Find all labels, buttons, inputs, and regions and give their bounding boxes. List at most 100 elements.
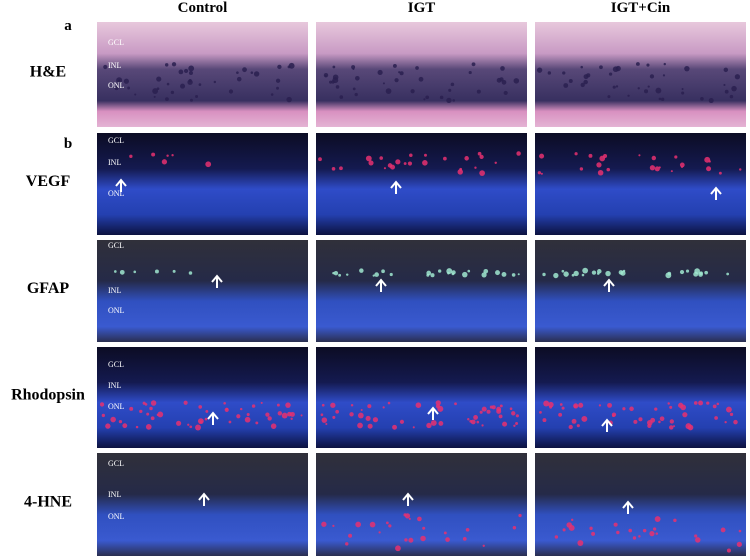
cell (539, 410, 542, 414)
cell (452, 99, 456, 102)
cell (99, 402, 105, 407)
cell (474, 166, 477, 169)
panel-label: b (64, 136, 72, 152)
cell (652, 527, 657, 531)
cell (615, 85, 619, 88)
cell (392, 424, 397, 430)
cell (228, 89, 234, 94)
cell (101, 413, 106, 418)
cell (195, 424, 201, 431)
cell (479, 154, 484, 160)
cell (454, 402, 457, 406)
cell (135, 425, 139, 429)
cell (355, 75, 360, 81)
layer-label: ONL (108, 81, 125, 90)
cell (503, 90, 508, 96)
cell (579, 167, 584, 171)
cell (580, 82, 585, 88)
cell (561, 406, 565, 410)
cell (457, 169, 463, 175)
cell (157, 411, 164, 418)
cell (171, 62, 177, 67)
cell (246, 413, 250, 417)
cell (357, 412, 364, 419)
micrograph (97, 22, 308, 127)
cell (205, 409, 209, 413)
layer-label: INL (108, 490, 121, 499)
cell (339, 166, 343, 171)
cell (426, 270, 432, 276)
cell (116, 77, 123, 84)
micrograph (535, 453, 746, 556)
cell (367, 423, 373, 429)
cell (693, 401, 698, 405)
cell (577, 540, 584, 546)
cell (156, 413, 159, 416)
cell (607, 402, 612, 408)
cell (481, 406, 487, 412)
cell (420, 535, 426, 542)
cell (276, 403, 280, 407)
layer-label: ONL (108, 402, 125, 411)
cell (385, 521, 389, 525)
cell (559, 403, 563, 406)
cell (596, 162, 602, 168)
cell (151, 152, 156, 157)
cell (509, 407, 513, 410)
cell (354, 92, 358, 97)
cell (176, 420, 182, 426)
cell (239, 407, 243, 411)
cell (633, 419, 638, 424)
cell (409, 153, 413, 158)
cell (632, 536, 637, 540)
cell (399, 71, 404, 76)
cell (392, 63, 397, 68)
arrow (198, 492, 210, 506)
micrograph (97, 240, 308, 342)
cell (576, 424, 580, 428)
cell (483, 268, 489, 274)
cell (443, 156, 447, 161)
cell (698, 400, 704, 406)
cell (180, 83, 186, 89)
arrow (115, 178, 127, 192)
cell (435, 400, 441, 406)
cell (103, 64, 108, 70)
cell (665, 272, 672, 279)
cell (399, 419, 405, 424)
cell (627, 94, 630, 97)
cell (566, 522, 572, 528)
cell (178, 69, 184, 75)
cell (622, 407, 626, 411)
cell (658, 420, 661, 424)
cell (332, 271, 335, 275)
cell (562, 71, 566, 75)
cell (649, 531, 655, 537)
cell (188, 79, 192, 83)
cell (499, 77, 504, 82)
micrograph (535, 22, 746, 127)
cell (415, 66, 419, 70)
cell (446, 97, 452, 104)
cell (184, 68, 189, 74)
cell (170, 90, 175, 95)
cell (367, 404, 372, 409)
cell (599, 155, 606, 162)
cell (205, 161, 212, 168)
cell (679, 162, 685, 168)
cell (383, 167, 387, 170)
cell (591, 531, 596, 536)
cell (395, 545, 401, 552)
cell (368, 160, 374, 166)
cell (379, 156, 383, 160)
cell (468, 70, 472, 75)
cell (580, 65, 584, 69)
cell (335, 409, 339, 414)
cell (515, 414, 519, 418)
cell (616, 530, 620, 535)
cell (318, 157, 322, 162)
cell (228, 420, 232, 424)
cell (462, 271, 468, 278)
cell (655, 87, 662, 94)
cell (430, 420, 437, 426)
